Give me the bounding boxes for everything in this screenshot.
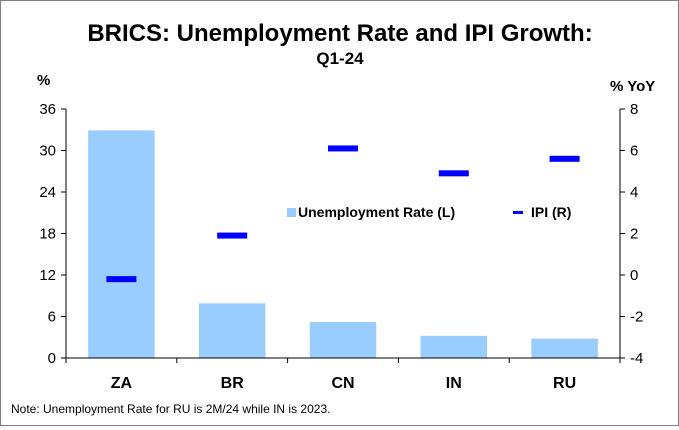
legend-swatch-ipi xyxy=(513,211,523,214)
ipi-marker-br xyxy=(217,232,248,239)
ipi-markers-layer xyxy=(106,145,580,283)
ipi-marker-in xyxy=(438,170,469,177)
bar-br xyxy=(198,303,266,358)
right-tick-label: -2 xyxy=(630,309,643,326)
right-axis-unit: % YoY xyxy=(610,78,655,95)
right-tick-label: 2 xyxy=(630,226,638,243)
category-label-ru: RU xyxy=(553,375,576,392)
category-label-cn: CN xyxy=(331,375,354,392)
ipi-marker-cn xyxy=(328,145,358,152)
legend: Unemployment Rate (L) IPI (R) xyxy=(287,204,571,220)
category-label-za: ZA xyxy=(111,375,133,392)
bar-za xyxy=(88,130,155,358)
bars-layer xyxy=(88,130,598,358)
ipi-marker-ru xyxy=(549,155,580,162)
right-tick-label: 6 xyxy=(630,143,638,160)
bar-cn xyxy=(309,322,377,358)
category-label-in: IN xyxy=(446,375,462,392)
bar-in xyxy=(420,335,488,358)
left-tick-label: 6 xyxy=(48,309,56,326)
right-tick-label: -4 xyxy=(630,350,643,367)
legend-label-unemployment: Unemployment Rate (L) xyxy=(298,204,455,220)
bar-ru xyxy=(531,338,598,358)
right-tick-label: 4 xyxy=(630,184,638,201)
left-axis-unit: % xyxy=(37,72,50,89)
left-tick-label: 30 xyxy=(39,143,56,160)
right-tick-label: 8 xyxy=(630,101,638,118)
left-tick-label: 12 xyxy=(39,267,56,284)
right-tick-label: 0 xyxy=(630,267,638,284)
legend-label-ipi: IPI (R) xyxy=(531,204,571,220)
chart-title: BRICS: Unemployment Rate and IPI Growth: xyxy=(87,20,592,47)
legend-swatch-unemployment xyxy=(287,208,296,217)
left-tick-label: 36 xyxy=(39,101,56,118)
chart-subtitle: Q1-24 xyxy=(316,49,364,68)
left-tick-label: 18 xyxy=(39,226,56,243)
ipi-marker-za xyxy=(106,276,137,283)
category-label-br: BR xyxy=(221,375,245,392)
chart-note: Note: Unemployment Rate for RU is 2M/24 … xyxy=(11,402,330,416)
left-tick-label: 0 xyxy=(48,350,56,367)
left-tick-label: 24 xyxy=(39,184,56,201)
